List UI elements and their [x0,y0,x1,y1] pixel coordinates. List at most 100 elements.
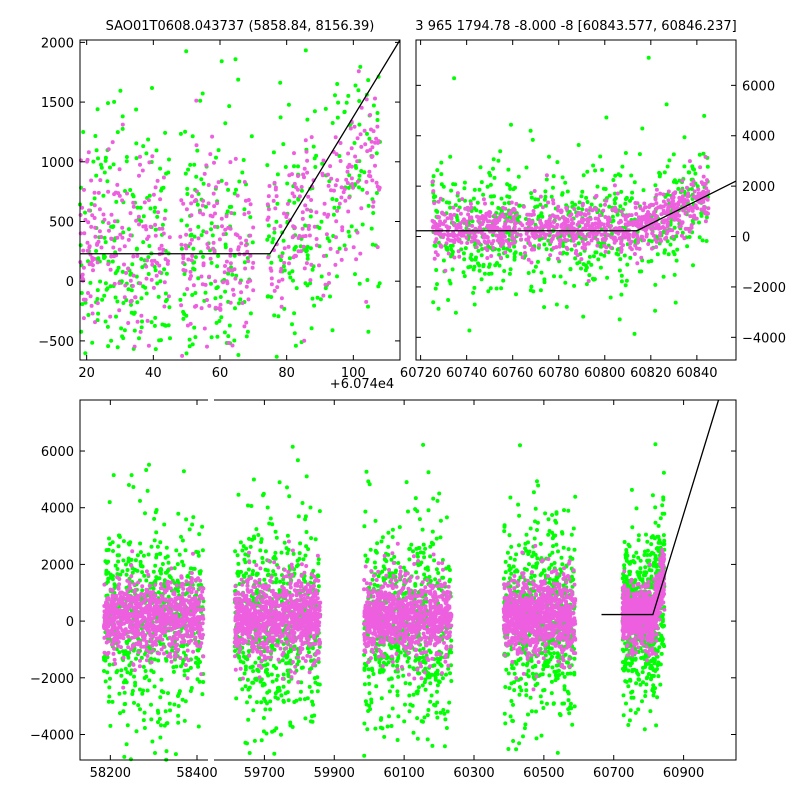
top-right-magenta-point [671,191,676,196]
top-right-green-point [435,168,440,173]
bottom-magenta-point [189,638,194,643]
bottom-green-point [107,536,111,541]
top-right-y-0-label: 0 [742,231,750,246]
top-right-green-point [512,257,517,262]
top-right-magenta-point [659,239,663,243]
bottom-magenta-point [140,584,145,589]
top-right-green-point [646,55,651,60]
top-right-magenta-point [665,229,670,234]
bottom-magenta-point [200,589,205,594]
top-right-green-point [486,289,491,294]
top-left-magenta-point [240,301,245,305]
bottom-magenta-point [128,629,133,634]
top-right-magenta-point [603,236,608,241]
top-right-magenta-point [476,215,481,220]
bottom-green-point [126,655,131,660]
top-right-green-point [617,268,622,273]
top-left-magenta-point [275,285,280,290]
top-right-green-point [581,262,586,267]
top-right-magenta-point [530,228,535,232]
bottom-green-point [258,679,263,684]
top-left-green-point [371,103,376,108]
top-left-magenta-point [345,169,350,174]
top-left-magenta-point [351,185,355,190]
top-right-magenta-point [531,209,536,213]
top-right-magenta-point [691,179,696,184]
top-left-magenta-point [282,211,286,216]
top-left-magenta-point [108,314,113,319]
bottom-magenta-point [105,602,110,607]
top-left-magenta-point [87,262,92,267]
top-left-magenta-point [328,246,333,251]
top-left-magenta-point [82,187,86,192]
bottom-green-point [245,700,249,705]
bottom-magenta-point [123,615,128,620]
top-left-magenta-point [322,211,327,216]
top-right-magenta-point [486,211,491,216]
top-left-magenta-point [306,227,311,231]
bottom-magenta-point [164,620,169,625]
bottom-green-point [103,679,108,684]
top-left-green-point [153,227,158,232]
top-left-magenta-point [287,261,291,266]
top-left-magenta-point [161,175,166,180]
bottom-magenta-point [186,587,191,592]
bottom-magenta-point [149,607,154,612]
top-left-magenta-point [146,198,151,203]
top-right-magenta-point [653,237,658,242]
top-left-magenta-point [285,201,290,206]
top-right-green-point [533,264,538,269]
top-right-magenta-point [447,225,452,230]
top-left-magenta-point [328,164,333,169]
bottom-green-point [243,667,248,672]
top-left-green-point [163,130,168,135]
top-left-green-point [337,246,342,251]
top-left-green-point [163,291,168,296]
top-left-magenta-point [375,245,380,250]
top-left-green-point [115,299,120,304]
bottom-magenta-point [129,563,134,568]
top-left-magenta-point [343,247,348,252]
top-right-magenta-point [579,257,584,262]
bottom-magenta-point [198,607,203,612]
bottom-green-point [197,532,202,537]
top-left-green-point [279,258,283,263]
top-right-green-point [618,257,623,262]
top-left-magenta-point [302,338,307,343]
bottom-green-point [303,553,308,558]
top-right-magenta-point [564,245,569,250]
top-left-magenta-point [334,235,338,240]
top-right-magenta-point [634,233,639,237]
top-right-magenta-point [667,208,671,213]
bottom-green-point [297,551,302,556]
top-left-magenta-point [107,228,111,233]
top-left-magenta-point [266,215,271,220]
top-left-magenta-point [89,178,94,183]
top-right-points [430,55,711,336]
top-right-y-2000-label: 2000 [742,180,775,195]
top-right-green-point [453,182,458,187]
bottom-green-point [118,711,122,716]
top-right-green-point [615,212,620,217]
top-left-magenta-point [90,213,95,218]
top-left-magenta-point [221,280,226,285]
top-left-green-point [366,78,371,83]
top-right-green-point [672,225,677,230]
bottom-magenta-point [159,586,164,591]
top-right-green-point [507,195,512,199]
top-left-green-point [342,243,347,248]
top-right-y--2000-label: −2000 [742,281,786,296]
bottom-green-point [298,541,303,546]
top-right-magenta-point [586,241,591,246]
top-right-magenta-point [593,216,598,221]
top-right-magenta-point [658,191,663,196]
top-right-green-point [542,242,547,247]
top-right-magenta-point [695,194,700,199]
top-left-green-point [163,299,168,304]
top-left-panel: SAO01T0608.043737 (5858.84, 8156.39) 20 4… [38,19,401,392]
top-right-green-point [450,267,455,272]
top-right-magenta-point [679,199,684,203]
bottom-green-point [152,538,157,543]
bottom-magenta-point [245,583,250,588]
top-right-green-point [446,298,451,302]
